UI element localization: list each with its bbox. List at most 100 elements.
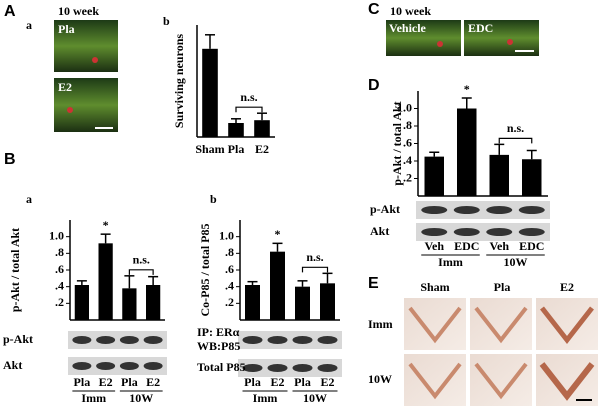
y-tick-label: .2 xyxy=(225,295,234,309)
bar xyxy=(228,123,244,137)
x-tick-label: EDC xyxy=(519,239,544,253)
significance-marker: * xyxy=(275,227,281,241)
image-caption: 10 week xyxy=(58,4,99,18)
y-tick-label: .4 xyxy=(403,153,412,167)
bracket xyxy=(235,106,263,113)
row-label: 10W xyxy=(368,372,392,386)
blot-band xyxy=(292,364,313,372)
blot-strip xyxy=(416,223,550,241)
bar xyxy=(295,286,310,320)
y-tick-label: .4 xyxy=(225,278,234,292)
blot-band xyxy=(143,362,163,370)
blot-band xyxy=(317,364,338,372)
significance-marker: * xyxy=(464,82,470,96)
micrograph xyxy=(54,78,118,132)
y-tick-label: .8 xyxy=(55,245,64,259)
bar xyxy=(146,285,161,320)
image-label: E2 xyxy=(58,80,72,94)
blot-band xyxy=(453,206,480,214)
panel-letter: B xyxy=(4,151,16,168)
group-label: Imm xyxy=(253,391,278,405)
image-caption: 10 week xyxy=(390,4,431,18)
x-tick-label: Pla xyxy=(294,375,311,389)
y-tick-label: 1.0 xyxy=(219,228,234,242)
y-tick-label: 1.0 xyxy=(49,228,64,242)
cell xyxy=(67,107,73,113)
blot-band xyxy=(518,228,545,236)
bar xyxy=(270,251,285,320)
panel-letter: E xyxy=(368,275,379,292)
x-tick-label: E2 xyxy=(270,375,284,389)
y-tick-label: 1.0 xyxy=(397,100,412,114)
tissue-shape xyxy=(474,362,528,400)
blot-label: IP: ERα xyxy=(197,325,240,339)
bar xyxy=(122,288,137,320)
blot-band xyxy=(267,364,288,372)
bar xyxy=(522,159,542,196)
x-tick-label: E2 xyxy=(99,375,113,389)
group-label: Imm xyxy=(81,391,106,405)
bar xyxy=(489,154,509,196)
bar xyxy=(245,285,260,320)
blot-band xyxy=(486,206,513,214)
bracket-label: n.s. xyxy=(306,250,323,264)
bar xyxy=(457,108,477,196)
micrograph xyxy=(54,20,118,72)
bar xyxy=(320,283,335,320)
x-tick-label: E2 xyxy=(255,142,269,156)
y-tick-label: .2 xyxy=(403,170,412,184)
blot-band xyxy=(242,336,263,344)
blot-strip xyxy=(68,357,167,375)
significance-marker: * xyxy=(103,218,109,232)
sub-letter: a xyxy=(26,18,32,32)
x-tick-label: EDC xyxy=(454,239,479,253)
sub-letter: b xyxy=(210,192,217,206)
blot-band xyxy=(267,336,288,344)
blot-strip xyxy=(416,201,550,219)
blot-band xyxy=(421,228,448,236)
blot-band xyxy=(242,364,263,372)
blot-band xyxy=(421,206,448,214)
blot-band xyxy=(292,336,313,344)
blot-label: Akt xyxy=(370,224,389,238)
panel-letter: D xyxy=(368,77,380,94)
sub-letter: b xyxy=(163,14,170,28)
x-tick-label: Pla xyxy=(121,375,138,389)
tissue-shape xyxy=(408,362,462,400)
micrograph xyxy=(386,20,461,56)
bracket-label: n.s. xyxy=(133,253,150,267)
group-label: 10W xyxy=(504,255,528,269)
blot-label: p-Akt xyxy=(370,202,400,216)
x-tick-label: Pla xyxy=(244,375,261,389)
x-tick-label: E2 xyxy=(146,375,160,389)
group-label: 10W xyxy=(303,391,327,405)
bracket xyxy=(301,266,329,273)
image-label: Pla xyxy=(58,22,75,36)
blot-strip xyxy=(238,331,342,349)
blot-strip xyxy=(68,331,167,349)
y-tick-label: .6 xyxy=(55,262,64,276)
x-tick-label: Veh xyxy=(424,239,444,253)
blot-label: Akt xyxy=(3,358,22,372)
blot-label: WB:P85 xyxy=(197,339,240,353)
y-tick-label: .4 xyxy=(55,278,64,292)
bar xyxy=(74,285,89,320)
group-label: Imm xyxy=(438,255,463,269)
group-label: 10W xyxy=(129,391,153,405)
cell xyxy=(507,39,513,45)
bar xyxy=(202,48,218,137)
image-label: Vehicle xyxy=(389,21,427,35)
blot-label: Total P85 xyxy=(197,360,246,374)
image-label: EDC xyxy=(468,21,493,35)
y-axis-label: p-Akt / total Akt xyxy=(8,228,22,312)
blot-band xyxy=(96,362,116,370)
x-tick-label: Pla xyxy=(228,142,245,156)
blot-band xyxy=(96,336,116,344)
row-label: Imm xyxy=(368,317,393,331)
x-tick-label: Sham xyxy=(195,142,224,156)
y-tick-label: .6 xyxy=(225,262,234,276)
tissue-images xyxy=(404,298,598,406)
bar xyxy=(254,120,270,137)
column-label: Sham xyxy=(420,280,449,294)
